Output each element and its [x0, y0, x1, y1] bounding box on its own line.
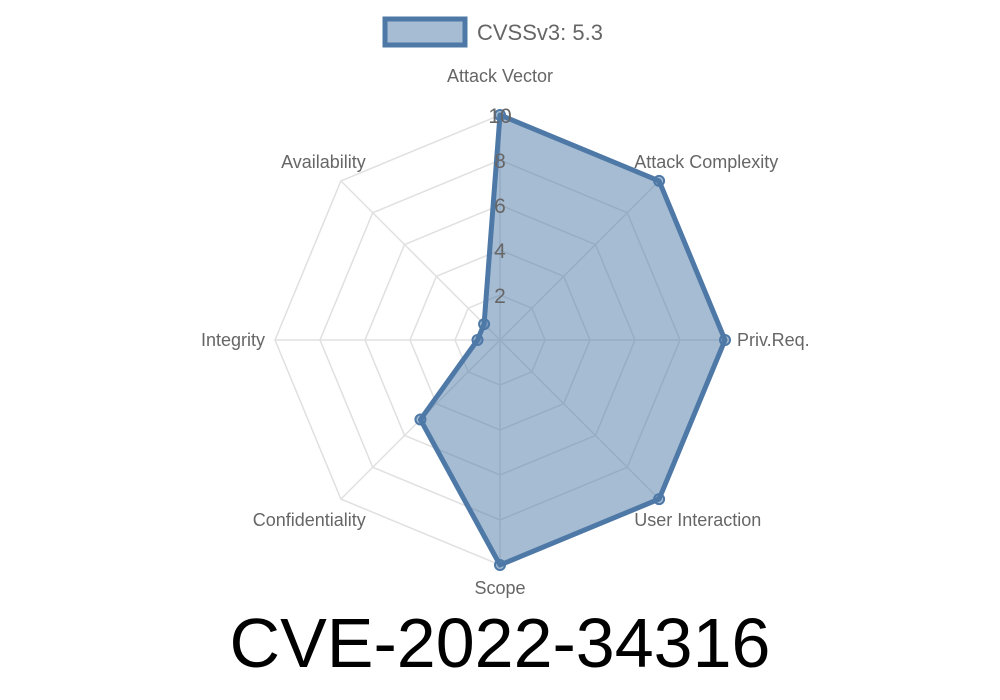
axis-label: Integrity: [201, 330, 265, 350]
axis-label: Confidentiality: [253, 510, 366, 530]
legend[interactable]: CVSSv3: 5.3: [382, 16, 603, 48]
data-point[interactable]: [719, 334, 731, 346]
tick-label: 2: [494, 285, 506, 308]
axis-label: Attack Complexity: [634, 152, 778, 172]
data-point[interactable]: [478, 318, 491, 331]
cve-title: CVE-2022-34316: [229, 604, 771, 682]
tick-label: 6: [494, 195, 506, 218]
tick-label: 10: [488, 105, 511, 128]
axis-label: Scope: [474, 578, 525, 598]
data-point[interactable]: [471, 334, 484, 346]
data-point[interactable]: [653, 174, 666, 187]
legend-swatch: [382, 16, 468, 48]
radar-series: [414, 109, 731, 571]
axis-label: Attack Vector: [447, 66, 553, 86]
data-point[interactable]: [414, 413, 427, 426]
axis-labels: Attack Vector Attack Complexity Priv.Req. U…: [201, 66, 810, 598]
data-point[interactable]: [494, 559, 506, 571]
data-point[interactable]: [494, 109, 506, 121]
tick-label: 8: [494, 150, 506, 173]
tick-label: 4: [494, 240, 506, 263]
axis-label: Availability: [281, 152, 366, 172]
axis-label: User Interaction: [634, 510, 761, 530]
grid-spoke: [340, 180, 501, 341]
axis-label: Priv.Req.: [737, 330, 810, 350]
data-point[interactable]: [653, 493, 666, 506]
radar-ticks: 2 4 6 8 10: [488, 105, 511, 308]
legend-label: CVSSv3: 5.3: [477, 20, 603, 45]
